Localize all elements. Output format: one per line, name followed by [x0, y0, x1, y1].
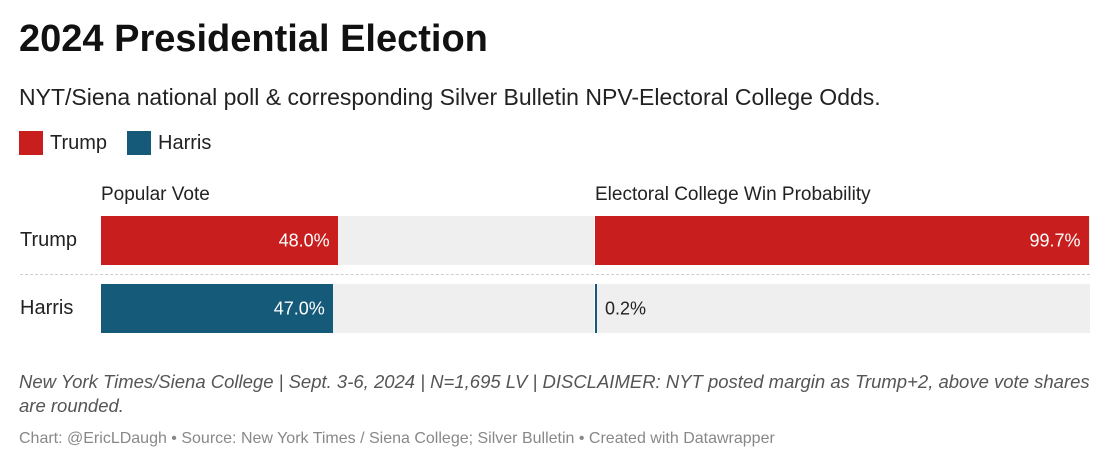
bar-label-popular-vote-trump: 48.0% [278, 230, 330, 250]
bar-label-popular-vote-harris: 47.0% [273, 298, 325, 318]
column-header-electoral-college: Electoral College Win Probability [595, 184, 871, 205]
bar-label-electoral-college-trump: 99.7% [1029, 230, 1081, 250]
legend-swatch-harris [127, 131, 152, 155]
legend-swatch-trump [19, 131, 43, 155]
row-label-harris: Harris [20, 297, 74, 319]
track-electoral-college-harris: 0.2% [595, 284, 1090, 333]
row-divider [20, 274, 1090, 275]
bar-electoral-college-harris [595, 284, 597, 333]
legend-item-trump: Trump [19, 131, 107, 155]
legend: Trump Harris [19, 131, 231, 155]
track-popular-vote-harris: 47.0% [101, 284, 594, 333]
chart-footer: Chart: @EricLDaugh • Source: New York Ti… [19, 430, 775, 447]
legend-label-harris: Harris [158, 131, 212, 154]
track-electoral-college-trump: 99.7% [595, 216, 1090, 265]
chart-notes: New York Times/Siena College | Sept. 3-6… [19, 371, 1090, 416]
column-header-popular-vote: Popular Vote [101, 184, 210, 205]
bar-electoral-college-trump [595, 216, 1089, 265]
legend-label-trump: Trump [50, 131, 108, 154]
bar-label-electoral-college-harris: 0.2% [605, 298, 647, 318]
track-popular-vote-trump: 48.0% [101, 216, 594, 265]
row-label-trump: Trump [20, 229, 78, 251]
bar-popular-vote-trump [101, 216, 338, 265]
legend-item-harris: Harris [127, 131, 211, 155]
bar-popular-vote-harris [101, 284, 333, 333]
chart-title: 2024 Presidential Election [19, 18, 488, 60]
chart-subtitle: NYT/Siena national poll & corresponding … [19, 84, 881, 110]
